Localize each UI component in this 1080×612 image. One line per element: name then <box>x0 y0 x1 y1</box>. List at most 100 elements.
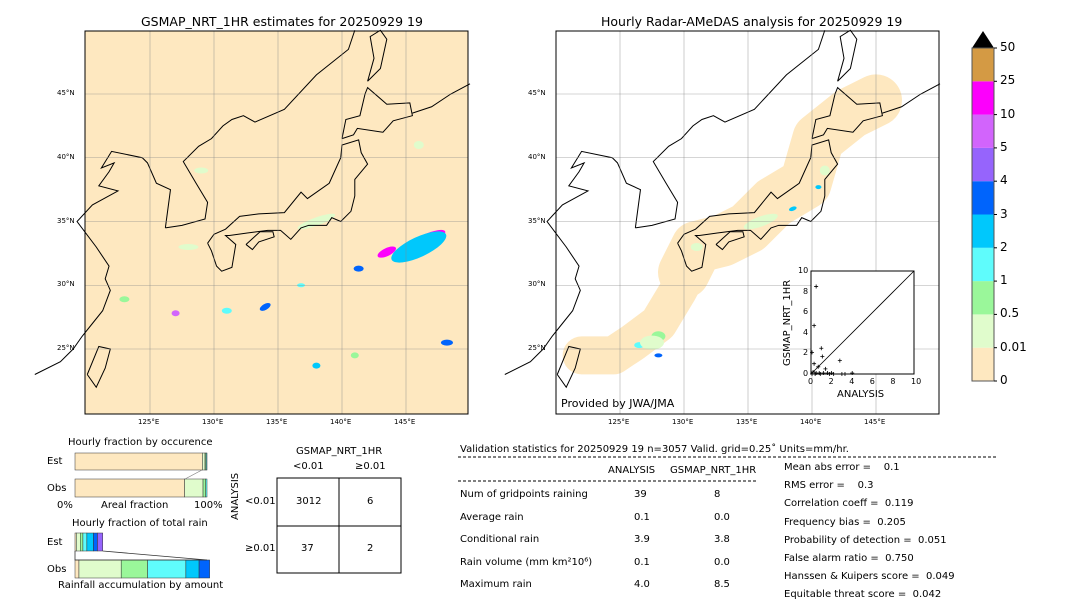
rain-fraction-obs-segment <box>185 559 200 579</box>
occurrence-tick-0: 0% <box>57 500 73 511</box>
contingency-col-label-0: <0.01 <box>293 461 324 472</box>
rain-fraction-est-segment <box>93 532 98 552</box>
lat-label: 25°N <box>57 344 75 352</box>
lon-label: 130°E <box>672 418 694 426</box>
scatter-y-tick: 8 <box>803 286 809 296</box>
occurrence-obs-segment <box>205 478 208 498</box>
occurrence-est-segment <box>205 452 208 471</box>
colorbar-label: 0 <box>1000 373 1008 387</box>
lon-label: 140°E <box>800 418 822 426</box>
map-credit: Provided by JWA/JMA <box>561 397 675 410</box>
lon-label: 135°E <box>266 418 288 426</box>
rain-area <box>690 243 703 251</box>
stats-header: Validation statistics for 20250929 19 n=… <box>460 444 849 455</box>
scatter-point <box>814 284 819 289</box>
coastline <box>882 83 941 114</box>
stats-col-gsmap: GSMAP_NRT_1HR <box>670 465 757 476</box>
colorbar-label: 0.5 <box>1000 306 1020 321</box>
scatter-x-tick: 6 <box>869 377 875 386</box>
scatter-xlabel: ANALYSIS <box>837 389 885 400</box>
rain-fraction-obs-segment <box>74 559 80 579</box>
coastline <box>165 30 356 229</box>
occurrence-est-segment <box>74 452 203 471</box>
colorbar-label: 0.01 <box>1000 339 1027 354</box>
stats-col-analysis: ANALYSIS <box>608 465 656 476</box>
stats-score: Correlation coeff = 0.119 <box>784 498 914 510</box>
scatter-point <box>842 372 847 376</box>
occurrence-tick-100: 100% <box>194 500 223 511</box>
lon-label: 145°E <box>864 418 886 426</box>
stats-row-analysis: 4.0 <box>634 579 650 590</box>
rain-fraction-est-segment <box>76 532 81 552</box>
stats-row-analysis: 39 <box>634 489 647 500</box>
coastline <box>556 345 581 389</box>
rain-area <box>119 296 130 303</box>
colorbar-segment-0 <box>972 347 994 381</box>
colorbar-extend-arrow <box>972 31 994 48</box>
occurrence-obs-segment <box>184 478 204 498</box>
rain-area <box>221 307 232 314</box>
scatter-point <box>818 372 823 376</box>
scatter-point <box>810 350 815 355</box>
scatter-point <box>812 323 817 328</box>
scatter-y-tick: 4 <box>803 327 809 337</box>
colorbar-segment-3 <box>972 247 994 282</box>
lat-label: 30°N <box>57 280 75 289</box>
lat-label: 35°N <box>528 216 546 225</box>
scatter-y-tick: 2 <box>803 348 809 358</box>
coastline <box>341 86 413 140</box>
lon-label: 140°E <box>330 418 352 426</box>
scatter-point <box>813 372 818 376</box>
colorbar-label: 3 <box>1000 206 1008 221</box>
stats-row-gsmap: 8.5 <box>714 579 730 590</box>
coastline <box>715 231 745 251</box>
stats-score: Hanssen & Kuipers score = 0.049 <box>784 571 955 583</box>
rain-area <box>353 265 364 272</box>
contingency-row-label-1: ≥0.01 <box>245 543 276 554</box>
rain-fraction-obs-segment <box>78 559 122 579</box>
contingency-cell-00: 3012 <box>296 496 322 507</box>
colorbar-segment-4 <box>972 214 994 248</box>
colorbar-label: 10 <box>1000 106 1016 121</box>
rain-fraction-est-segment <box>86 532 94 552</box>
stats-score: Mean abs error = 0.1 <box>784 462 900 473</box>
stats-score: Probability of detection = 0.051 <box>784 534 947 546</box>
rain-area <box>171 310 180 317</box>
occurrence-title: Hourly fraction by occurence <box>68 437 213 448</box>
scatter-x-tick: 4 <box>849 377 855 386</box>
colorbar-segment-9 <box>972 48 994 82</box>
colorbar-label: 5 <box>1000 139 1008 154</box>
scatter-point <box>823 366 828 371</box>
stats-row-gsmap: 0.0 <box>714 556 730 568</box>
coastline <box>412 83 471 114</box>
rain-area <box>312 362 321 369</box>
coastline <box>207 139 369 272</box>
scatter-point <box>831 372 836 376</box>
contingency-row-title: ANALYSIS <box>230 472 241 520</box>
coastline <box>504 150 642 375</box>
contingency-row-label-0: <0.01 <box>245 496 276 507</box>
occurrence-est-label: Est <box>47 456 63 467</box>
scatter-y-tick: 0 <box>803 369 809 378</box>
stats-score: Frequency bias = 0.205 <box>784 516 906 528</box>
scatter-ylabel: GSMAP_NRT_1HR <box>782 279 793 366</box>
rain-area <box>377 246 397 258</box>
occurrence-obs-segment <box>74 478 185 498</box>
contingency-cell-01: 6 <box>367 496 374 507</box>
colorbar-segment-7 <box>972 114 994 148</box>
stats-score: False alarm ratio = 0.750 <box>784 553 914 564</box>
rain-fraction-obs-segment <box>120 559 148 579</box>
scatter-y-tick: 10 <box>798 266 809 275</box>
lon-label: 125°E <box>138 418 160 426</box>
contingency-col-title: GSMAP_NRT_1HR <box>296 446 383 457</box>
coastline <box>86 345 111 389</box>
scatter-x-tick: 8 <box>890 377 896 386</box>
contingency-cell-10: 37 <box>301 543 314 554</box>
coastline <box>677 139 839 272</box>
rain-area <box>819 165 830 176</box>
colorbar-segment-6 <box>972 147 994 182</box>
colorbar-segment-5 <box>972 181 994 215</box>
stats-row-gsmap: 0.0 <box>714 511 730 523</box>
stats-row-gsmap: 8 <box>714 489 721 500</box>
